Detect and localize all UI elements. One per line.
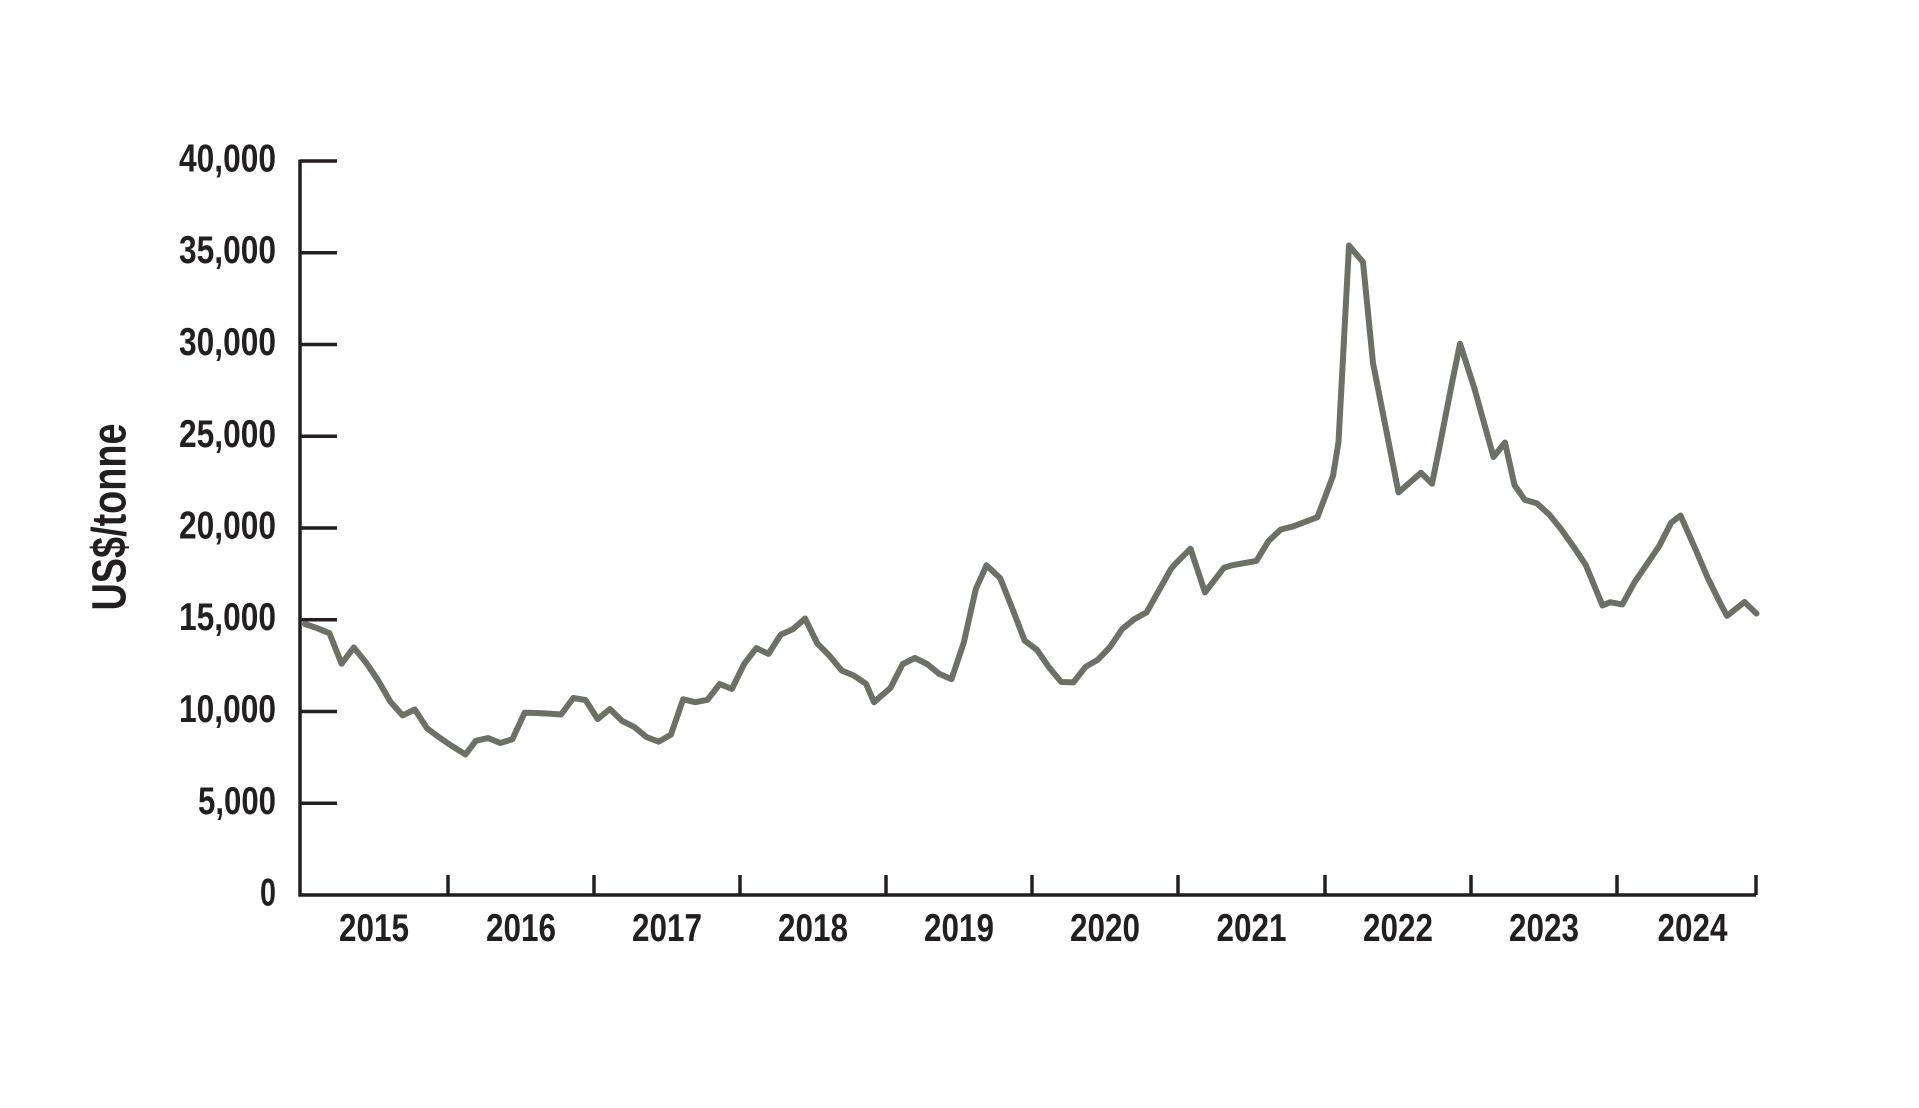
- svg-text:2015: 2015: [339, 907, 409, 950]
- svg-text:5,000: 5,000: [198, 780, 276, 823]
- svg-text:2020: 2020: [1070, 907, 1140, 950]
- svg-text:US$/tonne: US$/tonne: [84, 424, 137, 611]
- svg-text:40,000: 40,000: [179, 138, 276, 181]
- svg-text:2016: 2016: [486, 907, 556, 950]
- svg-text:2021: 2021: [1217, 907, 1287, 950]
- svg-text:2023: 2023: [1509, 907, 1579, 950]
- svg-text:2018: 2018: [778, 907, 848, 950]
- svg-text:2024: 2024: [1658, 907, 1728, 950]
- svg-text:2017: 2017: [632, 907, 702, 950]
- svg-text:2022: 2022: [1363, 907, 1433, 950]
- svg-text:25,000: 25,000: [179, 413, 276, 456]
- svg-text:35,000: 35,000: [179, 229, 276, 272]
- svg-text:2019: 2019: [924, 907, 994, 950]
- svg-text:20,000: 20,000: [179, 505, 276, 548]
- svg-text:10,000: 10,000: [179, 688, 276, 731]
- svg-text:30,000: 30,000: [179, 321, 276, 364]
- svg-text:0: 0: [260, 872, 276, 915]
- svg-text:15,000: 15,000: [179, 596, 276, 639]
